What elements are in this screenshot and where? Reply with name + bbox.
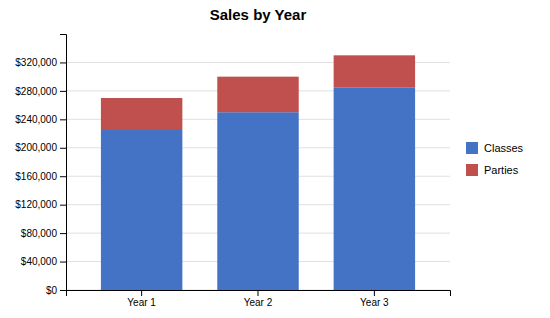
tick-label: $320,000	[15, 57, 57, 68]
bar	[217, 112, 298, 290]
series	[101, 87, 415, 290]
tick-label: $40,000	[21, 256, 58, 267]
tick: Year 3	[360, 290, 389, 308]
grid	[66, 62, 450, 290]
tick: $120,000	[15, 199, 66, 210]
y-axis: $0 $40,000 $80,000 $120,000 $160,000 $200,000…	[15, 35, 66, 296]
bar	[101, 130, 182, 290]
bars	[101, 55, 415, 290]
tick: $280,000	[15, 86, 66, 97]
tick: Year 2	[244, 290, 273, 308]
tick-mark	[258, 290, 259, 296]
bar	[101, 98, 182, 130]
bar	[217, 77, 298, 113]
legend-swatch	[466, 164, 478, 176]
tick-mark	[60, 148, 66, 149]
tick-label: $0	[46, 285, 58, 296]
plot: $0 $40,000 $80,000 $120,000 $160,000 $200,000…	[15, 35, 450, 309]
axis-line	[67, 291, 451, 297]
tick: $320,000	[15, 57, 66, 68]
legend-label: Classes	[484, 142, 524, 154]
tick-mark	[60, 119, 66, 120]
tick-mark	[374, 290, 375, 296]
legend-swatch	[466, 142, 478, 154]
tick: $200,000	[15, 142, 66, 153]
bar	[334, 55, 415, 87]
tick-label: Year 2	[244, 297, 273, 308]
tick-mark	[141, 290, 142, 296]
tick-label: Year 3	[360, 297, 389, 308]
legend-item: Classes	[466, 142, 524, 154]
tick-mark	[60, 290, 66, 291]
title: Sales by Year	[210, 6, 307, 23]
tick-label: $80,000	[21, 228, 58, 239]
tick: $160,000	[15, 171, 66, 182]
tick-mark	[60, 262, 66, 263]
chart: Sales by Year $0 $40,000 $80,000 $120,000 $16…	[0, 0, 550, 318]
tick-mark	[60, 205, 66, 206]
tick-mark	[60, 62, 66, 63]
tick-label: $160,000	[15, 171, 57, 182]
legend: Classes Parties	[466, 142, 524, 176]
tick-label: Year 1	[127, 297, 156, 308]
tick: Year 1	[127, 290, 156, 308]
tick-label: $120,000	[15, 199, 57, 210]
axis-line	[60, 35, 67, 291]
legend-item: Parties	[466, 164, 519, 176]
x-axis: Year 1 Year 2 Year 3	[67, 290, 451, 308]
tick: $40,000	[21, 256, 66, 267]
tick: $240,000	[15, 114, 66, 125]
tick: $80,000	[21, 228, 66, 239]
bar	[334, 87, 415, 290]
legend-label: Parties	[484, 164, 519, 176]
tick-mark	[60, 91, 66, 92]
tick-label: $200,000	[15, 142, 57, 153]
tick-mark	[60, 176, 66, 177]
tick: $0	[46, 285, 66, 296]
series	[101, 55, 415, 130]
tick-mark	[60, 233, 66, 234]
tick-label: $280,000	[15, 86, 57, 97]
tick-label: $240,000	[15, 114, 57, 125]
